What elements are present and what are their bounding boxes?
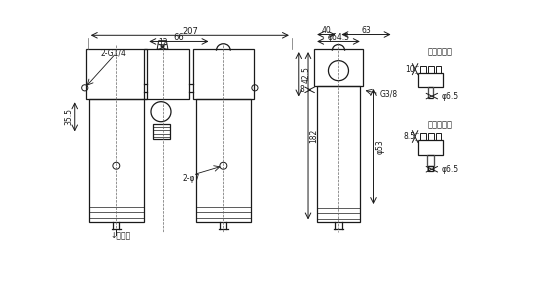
Bar <box>418 73 443 87</box>
Bar <box>436 66 441 73</box>
Bar <box>418 140 443 155</box>
Text: 8.5: 8.5 <box>404 132 416 141</box>
Bar <box>428 166 433 171</box>
Bar <box>314 49 363 86</box>
Text: 2-G1/4: 2-G1/4 <box>101 49 127 58</box>
Text: φ6.5: φ6.5 <box>441 165 458 174</box>
Bar <box>89 99 144 222</box>
Text: ↓排水口: ↓排水口 <box>110 232 130 241</box>
Bar <box>428 87 433 98</box>
Text: 差压排水式: 差压排水式 <box>427 47 452 56</box>
Text: 182: 182 <box>310 129 318 143</box>
Text: 42.5: 42.5 <box>301 66 310 83</box>
Text: G3/8: G3/8 <box>379 89 398 98</box>
Text: φ6.5: φ6.5 <box>441 92 458 101</box>
Circle shape <box>151 102 171 122</box>
Text: 40: 40 <box>321 26 331 35</box>
Bar <box>192 49 254 99</box>
Text: 10: 10 <box>406 65 415 74</box>
Text: 自动排水式: 自动排水式 <box>427 120 452 129</box>
Text: 12: 12 <box>158 38 167 47</box>
Bar <box>436 133 441 140</box>
Circle shape <box>113 162 120 169</box>
Text: 35.5: 35.5 <box>65 108 74 125</box>
Bar <box>144 49 189 99</box>
Text: 66: 66 <box>173 33 184 42</box>
Bar <box>317 86 360 222</box>
Text: φ64.5: φ64.5 <box>327 33 349 42</box>
Text: 207: 207 <box>182 27 198 36</box>
Circle shape <box>252 85 258 91</box>
Bar <box>196 99 251 222</box>
Text: φ53: φ53 <box>376 139 385 154</box>
Circle shape <box>328 61 349 81</box>
Bar <box>153 124 170 139</box>
Bar <box>421 66 426 73</box>
Bar <box>86 49 147 99</box>
Bar <box>427 155 434 166</box>
Polygon shape <box>157 41 168 49</box>
Bar <box>428 133 433 140</box>
Text: 8: 8 <box>300 85 304 94</box>
Bar <box>421 133 426 140</box>
Text: 63: 63 <box>361 26 371 35</box>
Bar <box>428 66 433 73</box>
Circle shape <box>81 85 88 91</box>
Circle shape <box>220 162 227 169</box>
Text: 2-φ7: 2-φ7 <box>183 174 200 183</box>
